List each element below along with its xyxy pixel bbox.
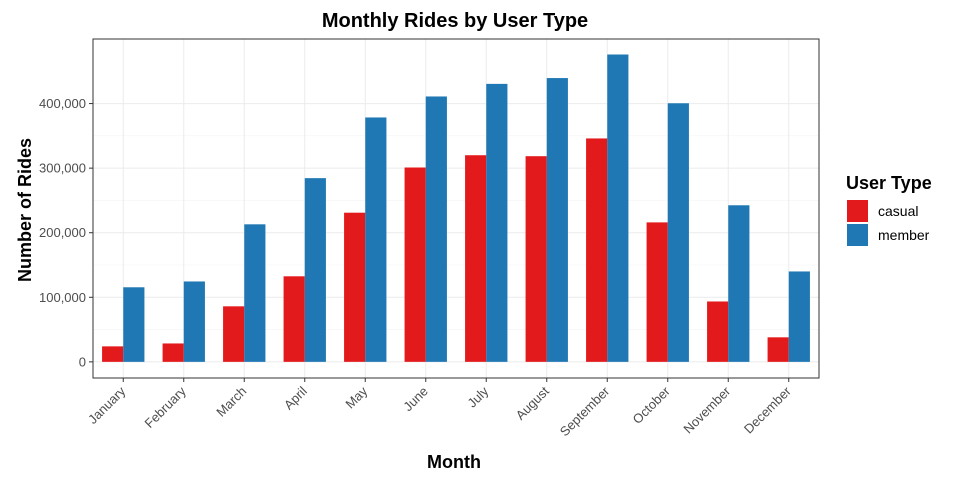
bar-casual-november bbox=[707, 301, 729, 362]
x-tick-label: August bbox=[513, 383, 552, 422]
y-tick-label: 400,000 bbox=[39, 96, 86, 111]
x-axis-title: Month bbox=[427, 452, 481, 472]
y-tick-label: 0 bbox=[79, 354, 86, 369]
bar-member-november bbox=[728, 205, 750, 362]
x-tick-label: September bbox=[557, 383, 613, 439]
bar-member-july bbox=[486, 83, 508, 362]
y-axis: 0 100,000 200,000 300,000 400,000 bbox=[39, 96, 93, 369]
x-tick-label: November bbox=[680, 383, 733, 436]
bar-member-december bbox=[788, 271, 810, 362]
x-tick-label: May bbox=[342, 383, 370, 411]
bar-member-april bbox=[304, 178, 326, 362]
y-tick-label: 300,000 bbox=[39, 161, 86, 176]
x-tick-label: July bbox=[464, 383, 491, 410]
y-tick-label: 200,000 bbox=[39, 225, 86, 240]
y-tick-label: 100,000 bbox=[39, 290, 86, 305]
bar-member-october bbox=[667, 103, 689, 362]
bar-casual-october bbox=[646, 222, 668, 362]
chart-title: Monthly Rides by User Type bbox=[322, 10, 588, 32]
x-tick-label: April bbox=[281, 383, 310, 412]
y-axis-title: Number of Rides bbox=[15, 138, 35, 282]
legend-label-member: member bbox=[878, 227, 930, 243]
plot-panel-border bbox=[92, 38, 820, 379]
legend-swatch-member bbox=[847, 224, 868, 246]
x-tick-label: January bbox=[85, 383, 129, 427]
bar-casual-august bbox=[525, 156, 547, 362]
x-tick-label: June bbox=[400, 384, 431, 415]
bar-casual-may bbox=[344, 212, 366, 362]
bar-casual-july bbox=[465, 155, 487, 362]
bar-member-january bbox=[123, 287, 145, 362]
bar-member-june bbox=[425, 96, 447, 362]
bar-casual-january bbox=[102, 346, 124, 362]
x-axis: January February March April May June July Augu… bbox=[85, 378, 794, 439]
bar-casual-march bbox=[223, 306, 245, 362]
x-tick-label: October bbox=[630, 383, 674, 427]
x-tick-label: December bbox=[741, 383, 794, 436]
x-tick-label: March bbox=[213, 384, 249, 420]
bar-member-february bbox=[183, 281, 205, 362]
bar-casual-december bbox=[767, 337, 789, 362]
x-tick-label: February bbox=[141, 383, 189, 431]
legend-title: User Type bbox=[846, 173, 932, 193]
legend-label-casual: casual bbox=[878, 203, 918, 219]
bar-member-march bbox=[244, 224, 266, 362]
bar-casual-february bbox=[162, 343, 184, 362]
bar-member-september bbox=[607, 54, 629, 362]
legend-swatch-casual bbox=[847, 200, 868, 222]
bar-casual-september bbox=[586, 138, 608, 362]
bar-member-may bbox=[365, 117, 387, 362]
bar-casual-april bbox=[283, 276, 305, 362]
bar-member-august bbox=[546, 78, 568, 362]
bars bbox=[102, 54, 810, 362]
legend: User Type casual member bbox=[846, 173, 932, 246]
bar-casual-june bbox=[404, 167, 426, 362]
